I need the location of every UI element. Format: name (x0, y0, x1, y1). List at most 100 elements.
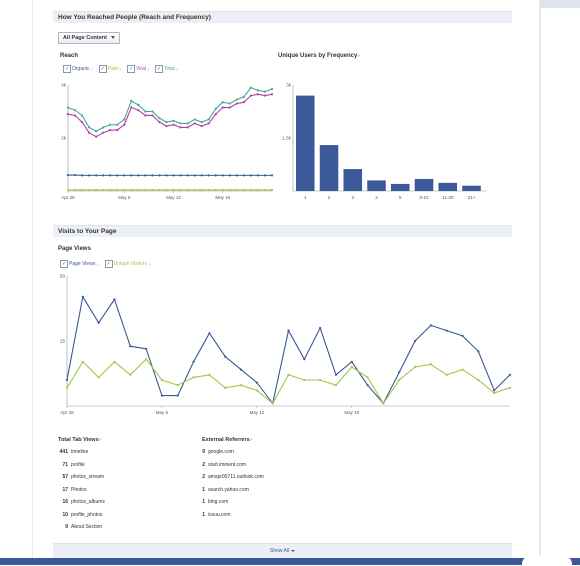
views-data-point[interactable] (287, 374, 289, 376)
views-data-point[interactable] (208, 374, 210, 376)
views-data-point[interactable] (398, 371, 400, 373)
item-label: google.com (208, 449, 234, 455)
views-data-point[interactable] (303, 379, 305, 381)
views-data-point[interactable] (414, 340, 416, 342)
item-count: 441 (58, 446, 68, 459)
views-data-point[interactable] (398, 379, 400, 381)
views-data-point[interactable] (177, 395, 179, 397)
x-tick-label: Apr 28 (60, 410, 74, 415)
views-data-point[interactable] (430, 363, 432, 365)
item-count: 9 (58, 521, 68, 534)
views-data-point[interactable] (145, 358, 147, 360)
item-count: 1 (202, 484, 205, 497)
item-count: 1 (202, 496, 205, 509)
views-data-point[interactable] (192, 361, 194, 363)
views-data-point[interactable] (240, 384, 242, 386)
views-data-point[interactable] (256, 382, 258, 384)
y-tick-label: 25 (60, 339, 66, 344)
views-data-point[interactable] (461, 369, 463, 371)
views-data-point[interactable] (192, 376, 194, 378)
views-data-point[interactable] (477, 350, 479, 352)
show-all-button[interactable]: Show All (53, 543, 512, 558)
views-data-point[interactable] (351, 366, 353, 368)
views-data-point[interactable] (98, 376, 100, 378)
views-data-point[interactable] (493, 389, 495, 391)
views-data-point[interactable] (256, 389, 258, 391)
views-data-point[interactable] (272, 402, 274, 404)
views-data-point[interactable] (335, 384, 337, 386)
views-data-point[interactable] (161, 379, 163, 381)
y-tick-label: 50 (60, 274, 66, 279)
views-data-point[interactable] (129, 374, 131, 376)
tab-views-title: Total Tab Views? (58, 434, 105, 446)
views-data-point[interactable] (66, 387, 68, 389)
referrers-title-text: External Referrers (202, 437, 250, 443)
views-data-point[interactable] (382, 402, 384, 404)
views-data-point[interactable] (493, 392, 495, 394)
x-tick-label: May 12 (249, 410, 264, 415)
item-label: profile (71, 462, 85, 468)
views-data-point[interactable] (240, 369, 242, 371)
views-data-point[interactable] (98, 322, 100, 324)
views-data-point[interactable] (319, 327, 321, 329)
item-label: bing.com (208, 499, 228, 505)
item-label: timeline (71, 449, 88, 455)
chat-bar (0, 558, 580, 565)
views-data-point[interactable] (430, 324, 432, 326)
views-data-point[interactable] (208, 332, 210, 334)
views-data-point[interactable] (113, 298, 115, 300)
views-data-point[interactable] (113, 361, 115, 363)
views-data-point[interactable] (351, 361, 353, 363)
show-all-label: Show All (270, 548, 289, 554)
item-label: start.iminent.com (208, 462, 246, 468)
item-count: 10 (58, 509, 68, 522)
views-data-point[interactable] (335, 374, 337, 376)
item-count: 1 (202, 509, 205, 522)
views-data-point[interactable] (446, 374, 448, 376)
views-data-point[interactable] (145, 348, 147, 350)
item-label: profile_photos (71, 512, 102, 518)
views-data-point[interactable] (66, 379, 68, 381)
views-data-point[interactable] (287, 330, 289, 332)
views-data-point[interactable] (367, 384, 369, 386)
views-data-point[interactable] (319, 379, 321, 381)
views-data-point[interactable] (129, 345, 131, 347)
item-count: 57 (58, 471, 68, 484)
views-data-point[interactable] (161, 395, 163, 397)
help-icon[interactable]: ? (250, 437, 252, 442)
views-data-point[interactable] (224, 387, 226, 389)
x-tick-label: May 5 (156, 410, 169, 415)
views-data-point[interactable] (82, 361, 84, 363)
chevron-down-icon (291, 550, 295, 552)
views-data-point[interactable] (367, 376, 369, 378)
views-series-line (67, 297, 510, 404)
views-data-point[interactable] (509, 387, 511, 389)
item-count: 2 (202, 459, 205, 472)
item-label: photos_albums (71, 499, 105, 505)
views-data-point[interactable] (461, 335, 463, 337)
views-data-point[interactable] (446, 330, 448, 332)
help-icon[interactable]: ? (99, 437, 101, 442)
views-data-point[interactable] (414, 366, 416, 368)
views-data-point[interactable] (82, 296, 84, 298)
views-data-point[interactable] (177, 384, 179, 386)
item-label: search.yahoo.com (208, 487, 249, 493)
views-data-point[interactable] (303, 358, 305, 360)
views-data-point[interactable] (477, 379, 479, 381)
views-data-point[interactable] (509, 374, 511, 376)
views-data-point[interactable] (224, 356, 226, 358)
